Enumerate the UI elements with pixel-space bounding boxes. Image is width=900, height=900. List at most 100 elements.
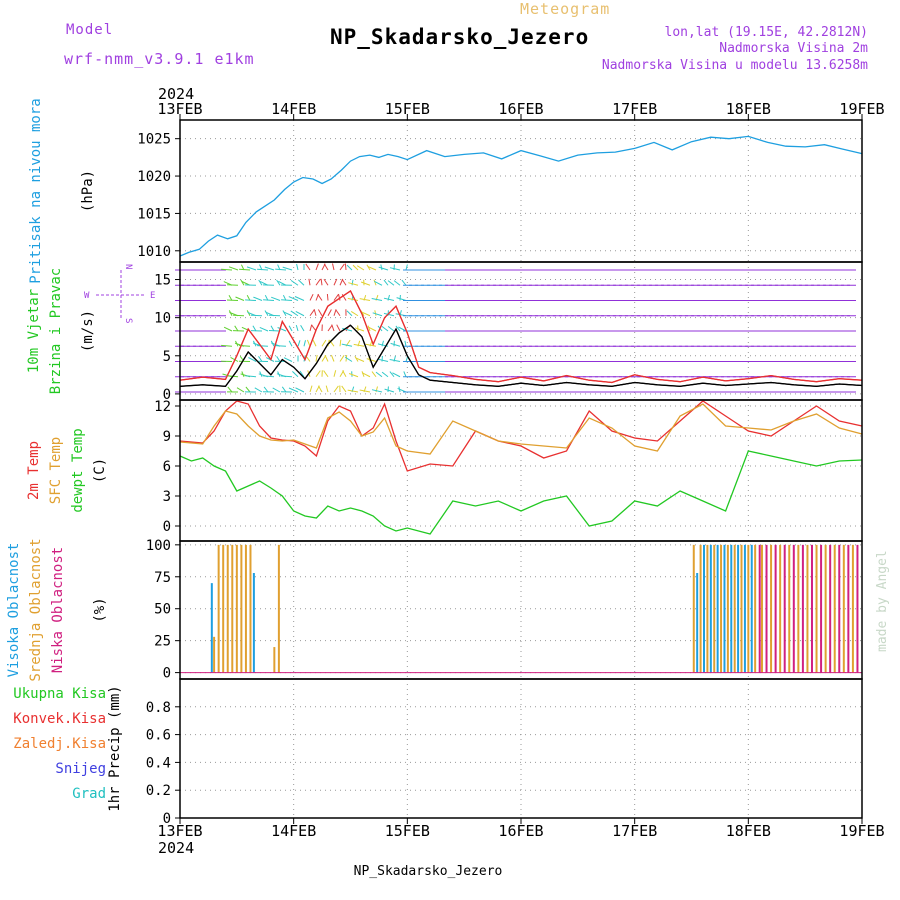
- wind-barb: [366, 264, 371, 271]
- wind-barb: [259, 326, 269, 332]
- wind-barb: [245, 386, 251, 393]
- wind-barb: [264, 266, 275, 271]
- wind-barb: [298, 279, 305, 286]
- panel-label: Srednja Oblacnost: [28, 538, 44, 681]
- y-tick-label: 12: [154, 399, 171, 415]
- wind-barb: [268, 330, 281, 332]
- wind-barb: [315, 263, 319, 271]
- panel-unit: (%): [92, 597, 108, 622]
- wind-barb: [263, 386, 269, 393]
- y-tick-label: 25: [154, 634, 171, 650]
- wind-barb: [361, 371, 365, 377]
- wind-barb: [312, 339, 317, 347]
- wind-barb: [405, 264, 408, 271]
- meteogram-label: Meteogram: [520, 0, 610, 18]
- y-tick-label: 0.2: [146, 783, 171, 799]
- wind-barb: [377, 358, 389, 362]
- wind-barb: [276, 279, 281, 286]
- wind-barb: [360, 310, 365, 317]
- wind-legend-east: E: [150, 291, 155, 301]
- wind-barb: [360, 281, 371, 286]
- wind-barb: [234, 325, 239, 332]
- wind-barb: [317, 294, 323, 301]
- wind-barb: [393, 280, 401, 286]
- panel-unit: (C): [92, 458, 108, 483]
- wind-barb: [371, 389, 383, 393]
- wind-barb: [327, 309, 332, 316]
- wind-barb: [341, 278, 347, 286]
- series-line-wind_speed-top: [179, 324, 863, 387]
- wind-barb: [346, 310, 353, 317]
- wind-barb: [356, 265, 365, 271]
- wind-barb: [282, 310, 287, 317]
- wind-barb: [257, 345, 269, 347]
- wind-barb: [359, 298, 371, 301]
- panel-label: Brzina i Pravac: [48, 268, 64, 394]
- wind-barb: [272, 387, 281, 393]
- wind-barb: [326, 293, 329, 301]
- wind-barb: [374, 280, 383, 286]
- wind-barb: [339, 355, 345, 362]
- wind-barb: [253, 296, 263, 301]
- wind-barb: [375, 371, 383, 378]
- wind-barb: [347, 297, 359, 301]
- wind-barb: [313, 309, 317, 316]
- wind-barb: [374, 310, 377, 316]
- wind-barb: [275, 345, 287, 347]
- wind-barb: [295, 387, 305, 393]
- panel-label: Visoka Oblacnost: [6, 543, 22, 678]
- wind-barb: [309, 385, 313, 393]
- wind-barb: [258, 279, 263, 286]
- wind-barb: [359, 389, 371, 393]
- wind-barb: [317, 385, 323, 393]
- wind-barb: [246, 294, 251, 301]
- wind-barb: [223, 326, 233, 332]
- wind-barb: [341, 385, 347, 393]
- wind-barb: [295, 324, 299, 332]
- wind-barb: [395, 325, 401, 332]
- wind-barb: [295, 310, 305, 317]
- x-tick-label: 19FEB: [839, 100, 884, 118]
- wind-barb: [354, 327, 365, 332]
- y-tick-label: 0: [163, 387, 171, 403]
- wind-barb: [387, 326, 395, 332]
- cloud-panel: 0 25 50 75 100 Visoka Oblacnost Srednja Oblacn…: [6, 538, 863, 682]
- panel-label: 2m Temp: [26, 441, 42, 500]
- wind-barb: [323, 370, 329, 378]
- wind-barb: [342, 327, 353, 332]
- wind-barb: [397, 387, 407, 393]
- model-name: wrf-nmm_v3.9.1 e1km: [64, 50, 255, 68]
- x-tick-label: 19FEB: [839, 822, 884, 840]
- wind-barb: [381, 371, 389, 378]
- wind-barb: [371, 371, 377, 378]
- x-tick-label: 16FEB: [498, 822, 543, 840]
- panel-unit: (hPa): [80, 170, 96, 212]
- wind-barb: [252, 325, 257, 332]
- wind-barb: [366, 358, 377, 362]
- wind-barb: [271, 296, 281, 301]
- wind-barb: [344, 356, 353, 362]
- x-tick-label: 14FEB: [271, 100, 316, 118]
- wind-barb: [288, 325, 293, 332]
- wind-barb: [339, 263, 345, 271]
- y-tick-label: 0.4: [146, 755, 171, 771]
- wind-barb: [281, 386, 287, 393]
- wind-barb: [221, 344, 233, 347]
- wind-barb: [270, 325, 275, 332]
- wind-barb: [353, 343, 365, 347]
- wind-barb: [248, 357, 257, 362]
- y-tick-label: 6: [163, 459, 171, 475]
- wind-barb: [333, 370, 337, 377]
- wind-barb: [383, 279, 389, 286]
- wind-barb: [297, 340, 301, 347]
- wind-barb: [372, 312, 383, 317]
- wind-barb: [331, 324, 335, 332]
- x-tick-label: 14FEB: [271, 822, 316, 840]
- panel-unit: (m/s): [80, 310, 96, 352]
- x-tick-label: 13FEB: [157, 822, 202, 840]
- pressure-panel: 1010 1015 1020 1025 Pritisak na nivou mora (h…: [28, 98, 863, 284]
- precip-panel: 0 0.2 0.4 0.6 0.8 1hr Precip (mm): [107, 678, 863, 827]
- wind-barb: [367, 325, 371, 332]
- wind-barb: [341, 343, 353, 347]
- x-tick-label: 17FEB: [612, 100, 657, 118]
